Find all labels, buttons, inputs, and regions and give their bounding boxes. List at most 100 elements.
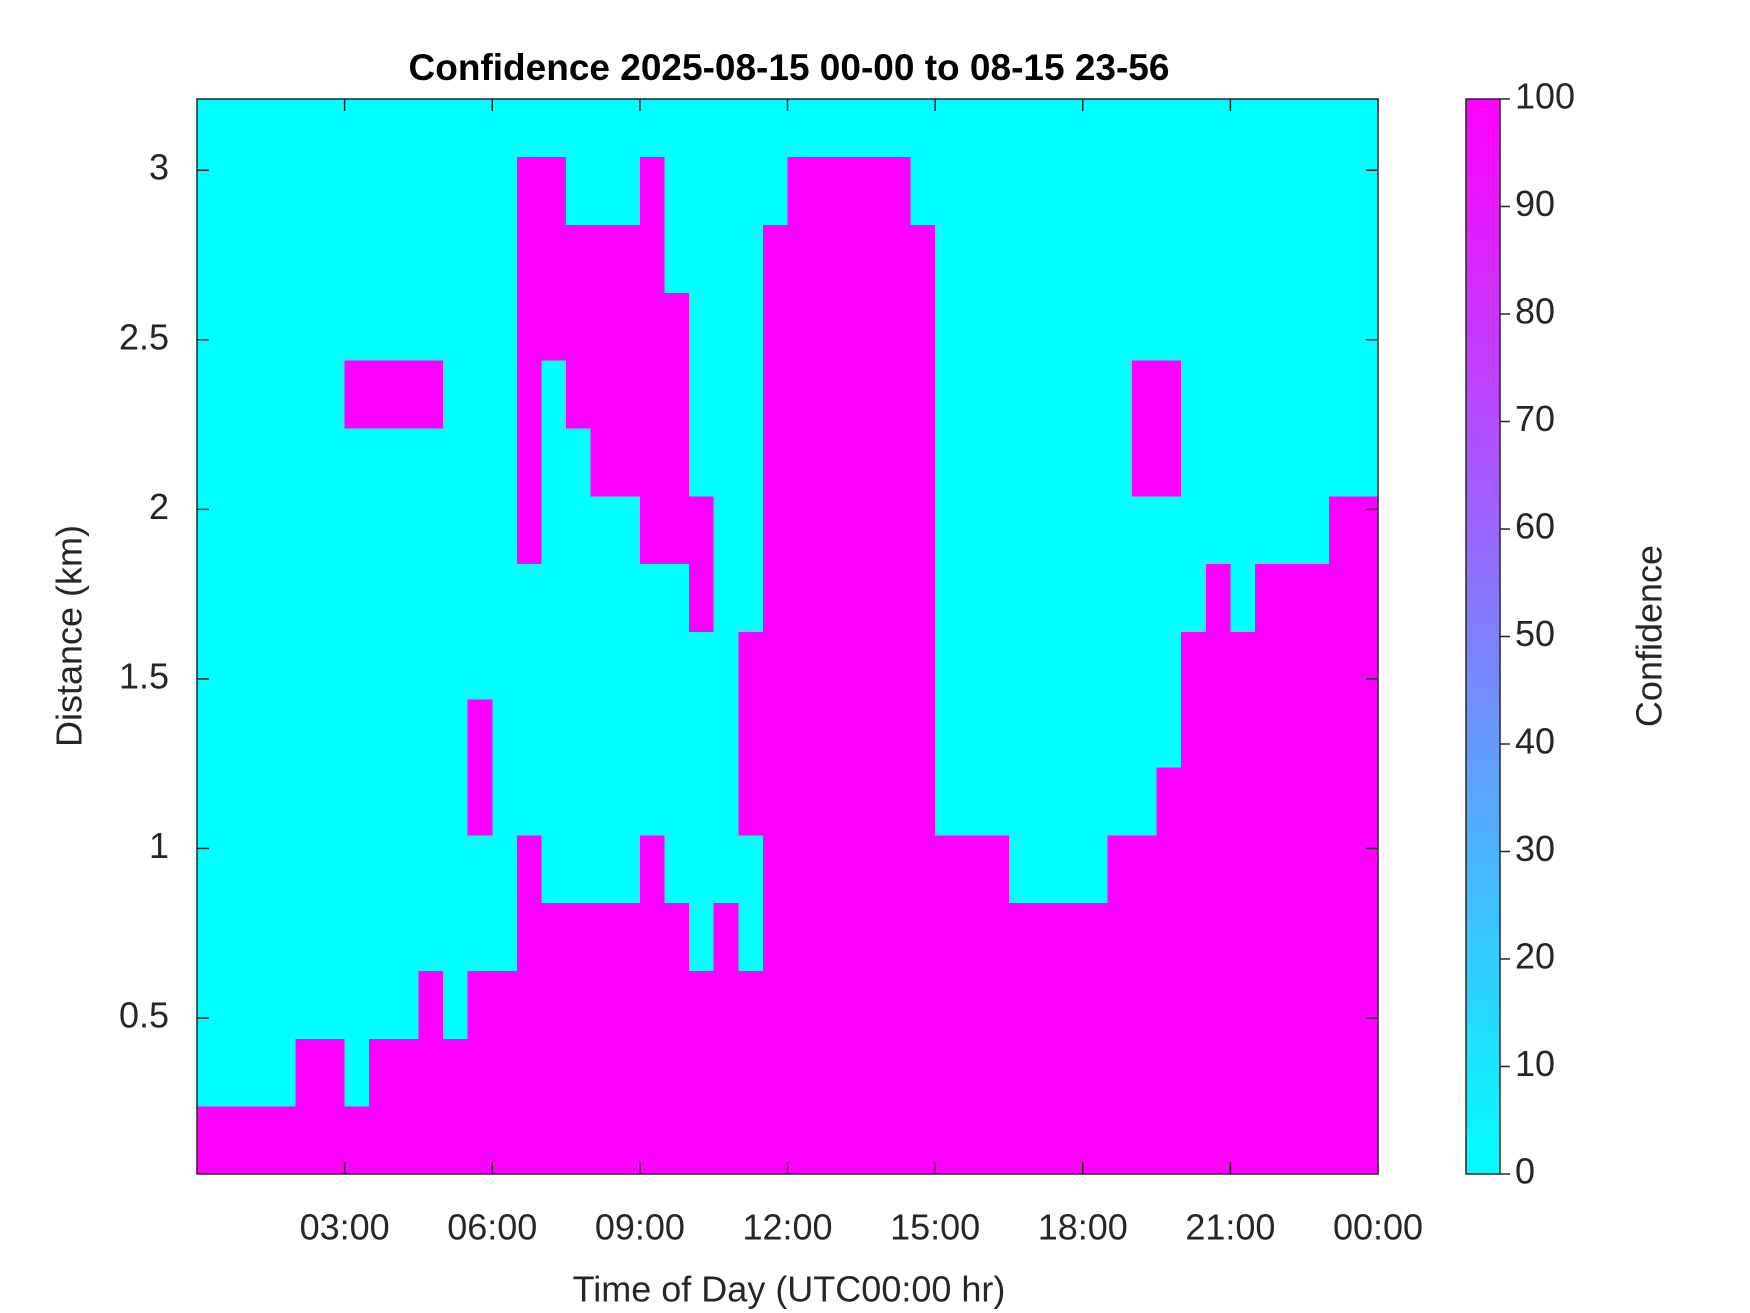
heatmap-cell — [590, 156, 616, 225]
heatmap-cell — [320, 156, 346, 225]
heatmap-cell — [246, 970, 272, 1039]
heatmap-cell — [1058, 360, 1084, 429]
heatmap-cell — [516, 156, 542, 225]
heatmap-cell — [910, 563, 936, 632]
heatmap-cell — [812, 360, 838, 429]
heatmap-cell — [1304, 495, 1330, 565]
heatmap-cell — [861, 1106, 887, 1174]
heatmap-cell — [418, 1038, 444, 1107]
heatmap-cell — [516, 563, 542, 632]
heatmap-cell — [1082, 563, 1108, 632]
heatmap-cell — [221, 292, 247, 361]
heatmap-cell — [270, 292, 296, 361]
heatmap-cell — [1205, 360, 1231, 429]
heatmap-cell — [959, 970, 985, 1039]
heatmap-cell — [1254, 495, 1281, 565]
heatmap-cell — [393, 427, 419, 497]
heatmap-cell — [738, 224, 764, 293]
heatmap-cell — [541, 1038, 567, 1107]
heatmap-cell — [861, 99, 887, 158]
heatmap-cell — [1205, 834, 1231, 904]
heatmap-cell — [295, 292, 321, 361]
x-axis-label: Time of Day (UTC00:00 hr) — [573, 1269, 1006, 1310]
heatmap-cell — [492, 563, 518, 632]
heatmap-cell — [1033, 224, 1059, 293]
heatmap-cell — [590, 1038, 616, 1107]
heatmap-cell — [713, 1106, 739, 1174]
heatmap-cell — [590, 902, 616, 972]
heatmap-cell — [762, 699, 788, 768]
heatmap-cell — [639, 699, 665, 768]
heatmap-cell — [197, 902, 223, 972]
heatmap-cell — [1328, 970, 1354, 1039]
heatmap-cell — [1082, 156, 1108, 225]
heatmap-cell — [393, 292, 419, 361]
heatmap-cell — [1353, 767, 1378, 836]
heatmap-cell — [1181, 631, 1207, 700]
heatmap-cell — [836, 834, 862, 904]
heatmap-cell — [910, 427, 936, 497]
heatmap-cell — [639, 563, 665, 632]
heatmap-cell — [467, 224, 493, 293]
heatmap-cell — [1254, 99, 1281, 158]
heatmap-cell — [910, 970, 936, 1039]
heatmap-cell — [443, 767, 469, 836]
heatmap-cell — [1304, 699, 1330, 768]
heatmap-cell — [1107, 360, 1133, 429]
x-tick-label: 09:00 — [595, 1207, 685, 1248]
heatmap-cell — [1131, 292, 1158, 361]
heatmap-cell — [467, 495, 493, 565]
heatmap-cell — [639, 427, 665, 497]
heatmap-cell — [541, 360, 567, 429]
heatmap-cell — [1181, 495, 1207, 565]
heatmap-cell — [689, 224, 715, 293]
heatmap-cell — [1181, 427, 1207, 497]
heatmap-cell — [1254, 834, 1281, 904]
heatmap-cell — [1181, 970, 1207, 1039]
heatmap-cell — [1304, 767, 1330, 836]
heatmap-cell — [762, 427, 788, 497]
heatmap-cell — [959, 1106, 985, 1174]
heatmap-cell — [197, 767, 223, 836]
heatmap-cell — [369, 1106, 395, 1174]
heatmap-cell — [664, 631, 690, 700]
heatmap-cell — [984, 1038, 1010, 1107]
heatmap-cell — [787, 563, 813, 632]
heatmap-cell — [1205, 1038, 1231, 1107]
colorbar-tick-label: 70 — [1515, 398, 1555, 439]
heatmap-cell — [1254, 902, 1281, 972]
heatmap-cell — [270, 767, 296, 836]
heatmap-cell — [1131, 699, 1158, 768]
heatmap-cell — [1353, 495, 1378, 565]
heatmap-cell — [885, 1106, 912, 1174]
heatmap-cell — [418, 427, 444, 497]
heatmap-cell — [1008, 1038, 1035, 1107]
heatmap-cell — [1205, 699, 1231, 768]
heatmap-cell — [910, 767, 936, 836]
heatmap-cell — [935, 427, 961, 497]
heatmap-cell — [1304, 427, 1330, 497]
heatmap-cell — [738, 360, 764, 429]
heatmap-cell — [516, 834, 542, 904]
heatmap-cell — [762, 156, 788, 225]
heatmap-cell — [615, 834, 641, 904]
x-tick-label: 00:00 — [1333, 1207, 1423, 1248]
heatmap-cell — [689, 970, 715, 1039]
heatmap-cell — [984, 767, 1010, 836]
heatmap-cell — [1279, 699, 1305, 768]
heatmap-cell — [664, 495, 690, 565]
heatmap-cell — [713, 224, 739, 293]
heatmap-cell — [270, 99, 296, 158]
heatmap-cell — [738, 1038, 764, 1107]
heatmap-cell — [197, 1106, 223, 1174]
heatmap-cell — [1107, 292, 1133, 361]
heatmap-cell — [1230, 224, 1256, 293]
heatmap-cell — [1131, 970, 1158, 1039]
heatmap-cell — [467, 767, 493, 836]
heatmap-cell — [713, 427, 739, 497]
heatmap-cell — [393, 495, 419, 565]
heatmap-cell — [270, 156, 296, 225]
heatmap-cell — [1254, 292, 1281, 361]
heatmap-cell — [541, 699, 567, 768]
heatmap-cell — [1353, 902, 1378, 972]
